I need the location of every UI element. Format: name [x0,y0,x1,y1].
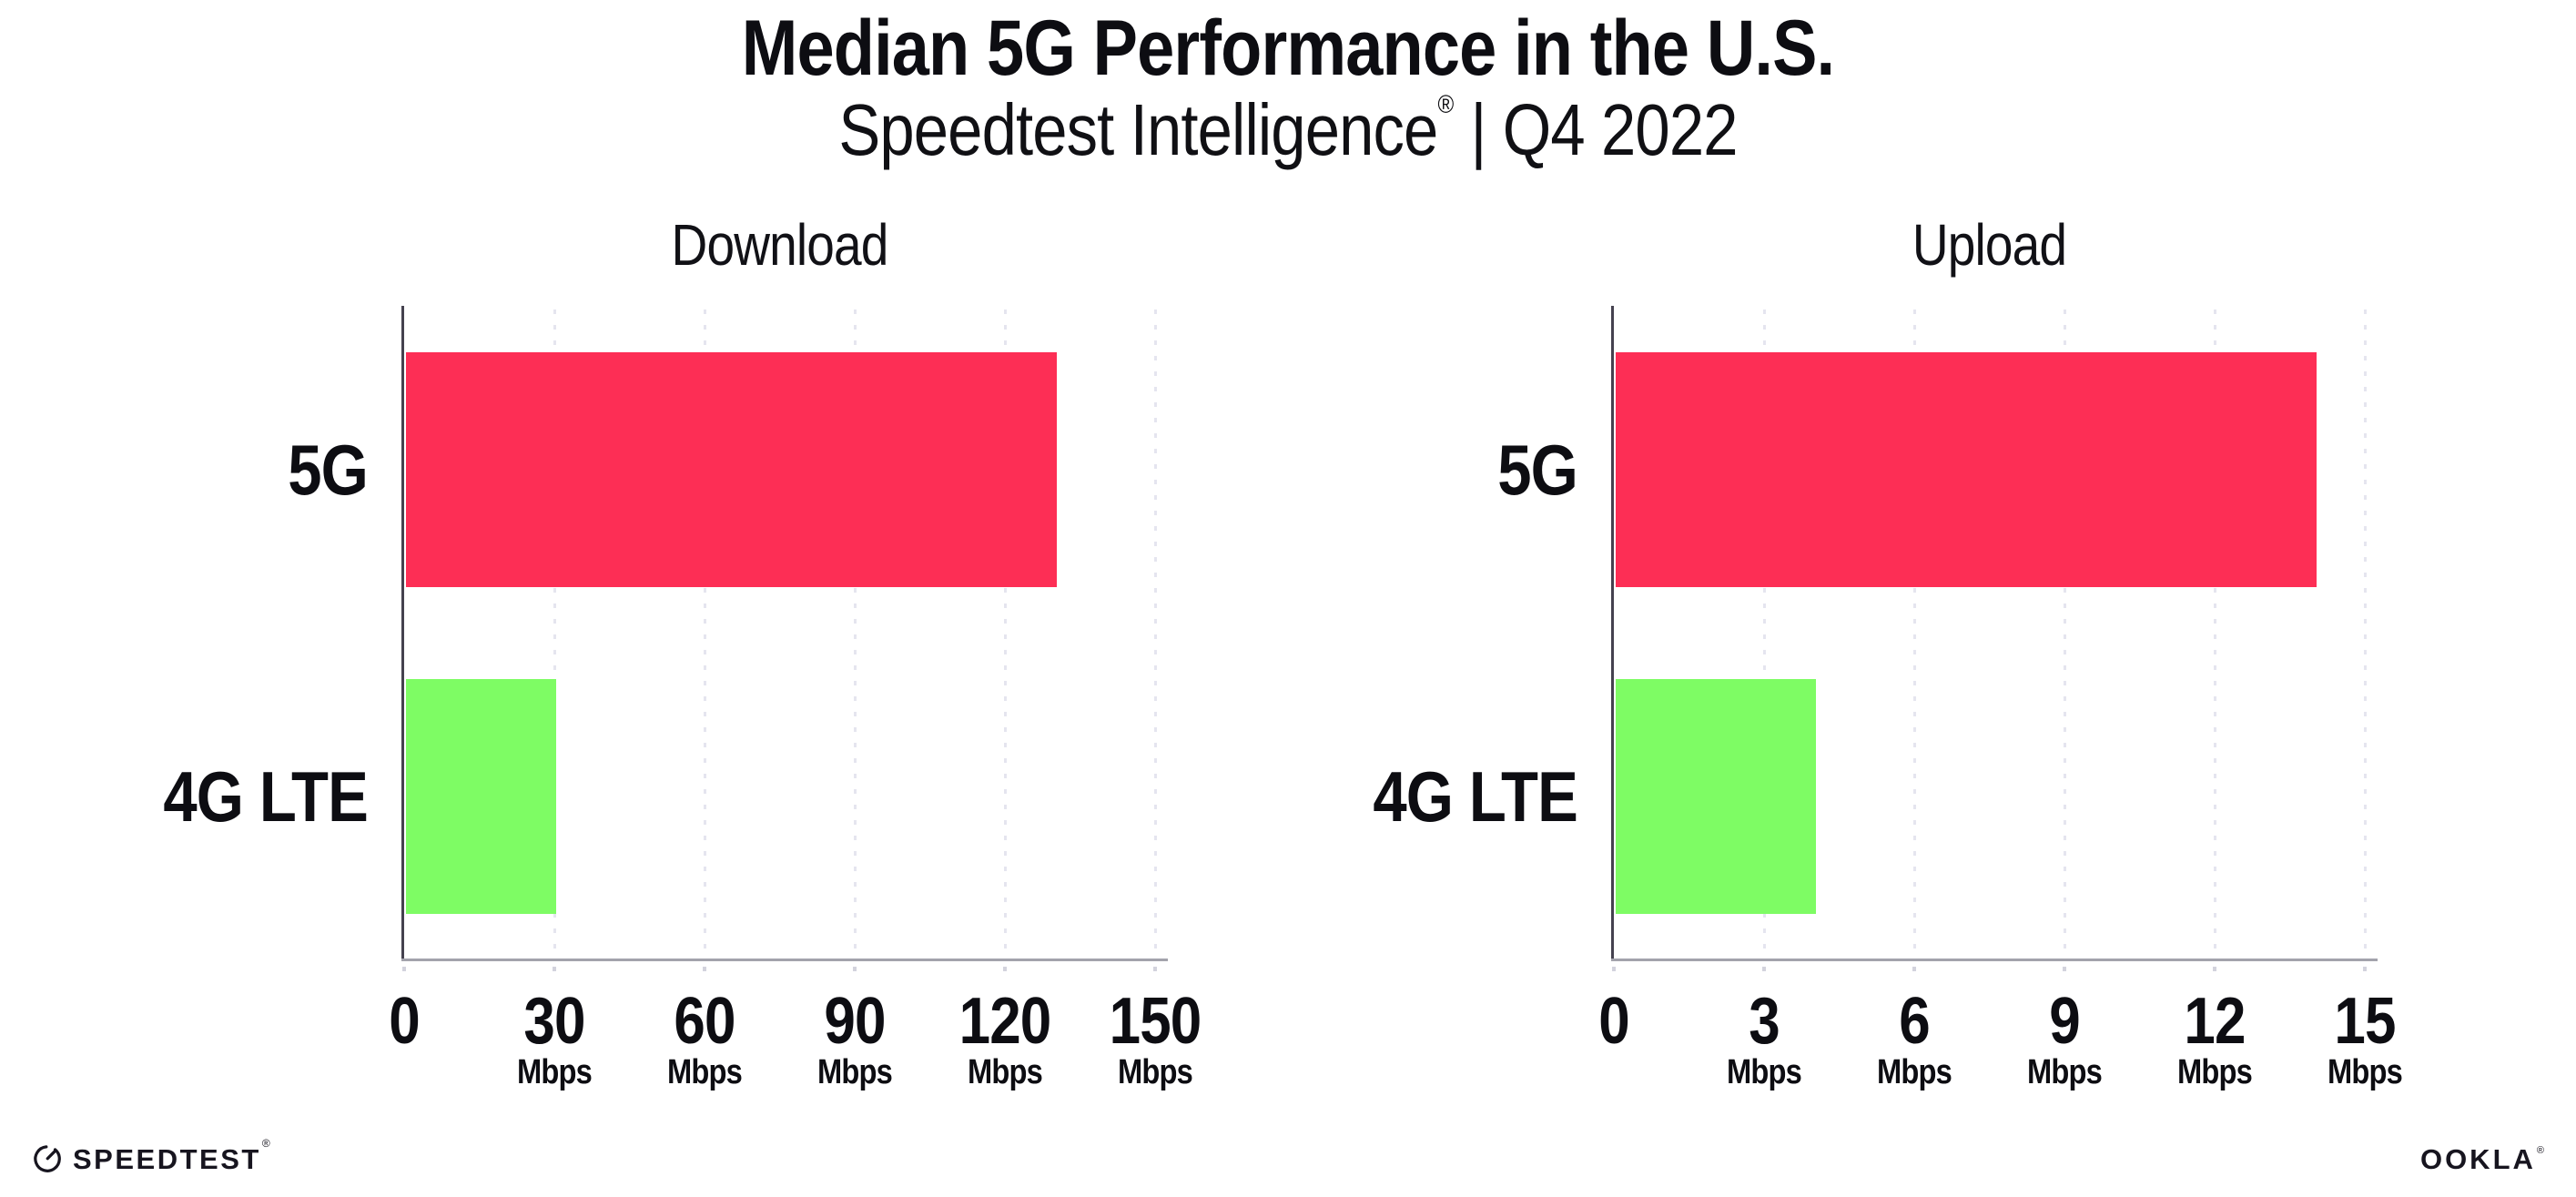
speedtest-wordmark: SPEEDTEST [73,1142,261,1175]
axis-tick-mark [402,967,406,971]
x-tick-unit-label: Mbps [667,1053,743,1091]
axis-tick-mark [1612,967,1616,971]
category-label: 5G [288,429,369,510]
ookla-registered-mark: ® [2536,1145,2544,1156]
y-axis-line [1611,306,1614,961]
bar-5g [406,351,1057,588]
x-tick-unit-label: Mbps [1877,1053,1952,1091]
category-label: 5G [1497,429,1578,510]
chart-title: Download [671,212,889,278]
x-tick-unit-label: Mbps [2177,1053,2253,1091]
registered-mark: ® [1437,90,1455,118]
axis-tick-mark [1762,967,1766,971]
axis-tick-mark [2363,967,2367,971]
y-axis-line [401,306,404,961]
x-tick-unit-label: Mbps [968,1053,1043,1091]
gridline [2063,309,2066,959]
x-tick-label: 0 [1598,985,1629,1058]
gridline [1912,309,1916,959]
axis-tick-mark [703,967,706,971]
ookla-wordmark: OOKLA [2419,1142,2536,1175]
category-label: 4G LTE [1373,756,1578,837]
gridline [1003,309,1007,959]
x-tick-label: 0 [389,985,420,1058]
gridline [853,309,857,959]
bar-4g-lte [406,679,556,915]
speedtest-registered-mark: ® [261,1136,270,1150]
category-label: 4G LTE [163,756,369,837]
x-tick-label: 9 [2049,985,2080,1058]
x-tick-unit-label: Mbps [2328,1053,2403,1091]
axis-tick-mark [553,967,556,971]
bar-5g [1616,351,2317,588]
page-subtitle: Speedtest Intelligence® | Q4 2022 [180,91,2396,168]
gridline [2363,309,2367,959]
x-tick-label: 30 [523,985,585,1058]
gridline [1153,309,1157,959]
gridline [2213,309,2216,959]
plot-area [1611,306,2378,971]
x-tick-label: 15 [2334,985,2396,1058]
axis-tick-mark [853,967,857,971]
x-tick-unit-label: Mbps [517,1053,593,1091]
axis-tick-mark [1912,967,1916,971]
subtitle-period: | Q4 2022 [1454,89,1738,170]
axis-tick-mark [2063,967,2066,971]
chart-title: Upload [1912,212,2067,278]
axis-tick-mark [2213,967,2216,971]
x-tick-label: 6 [1899,985,1930,1058]
x-tick-unit-label: Mbps [817,1053,893,1091]
x-tick-label: 3 [1749,985,1780,1058]
axis-tick-mark [1003,967,1007,971]
axis-tick-mark [1153,967,1157,971]
bar-4g-lte [1616,679,1816,915]
x-axis-line [401,959,1168,961]
ookla-logo: OOKLA ® [2419,1140,2544,1178]
x-tick-unit-label: Mbps [1118,1053,1193,1091]
gridline [703,309,706,959]
x-tick-unit-label: Mbps [2027,1053,2103,1091]
x-tick-label: 60 [674,985,735,1058]
x-axis-line [1611,959,2378,961]
x-tick-label: 90 [824,985,886,1058]
gridline [553,309,556,959]
plot-area [401,306,1168,971]
x-tick-label: 150 [1109,985,1202,1058]
x-tick-unit-label: Mbps [1727,1053,1802,1091]
speedtest-gauge-icon [34,1145,61,1172]
subtitle-brand: Speedtest Intelligence [838,89,1438,170]
gridline [1762,309,1766,959]
x-tick-label: 120 [958,985,1052,1058]
x-tick-label: 12 [2184,985,2246,1058]
speedtest-logo: SPEEDTEST® [31,1136,270,1178]
page-title: Median 5G Performance in the U.S. [741,5,1835,92]
